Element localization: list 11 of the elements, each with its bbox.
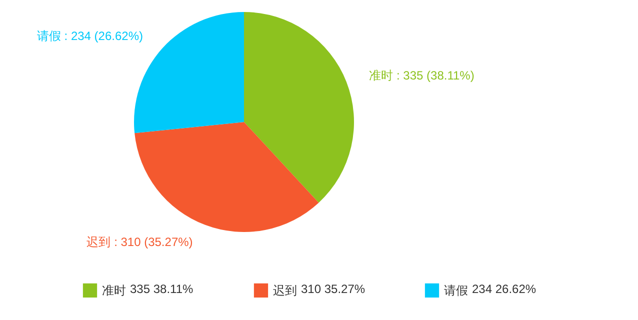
category-label: 请假 : 234 (26.62%) [36,29,143,44]
legend-label: 迟到 [273,283,297,298]
legend-label: 请假 [444,283,468,298]
text: 234 26.62% [472,282,536,296]
legend-label: 准时 [102,283,126,298]
category-label: 准时 : 335 (38.11%) [369,68,474,82]
text: 335 38.11% [130,282,194,296]
pie-slice [134,122,319,232]
category-label: 迟到 : 310 (35.27%) [86,234,193,249]
pie-slice [244,12,354,203]
text: 310 35.27% [301,282,366,296]
